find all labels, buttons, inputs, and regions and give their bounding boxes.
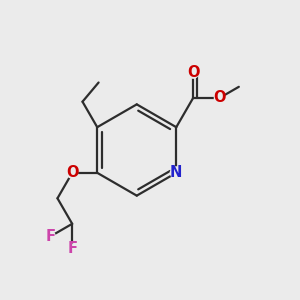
- Text: O: O: [187, 65, 200, 80]
- Text: F: F: [46, 229, 56, 244]
- Circle shape: [68, 244, 77, 254]
- Text: O: O: [214, 90, 226, 105]
- Circle shape: [188, 68, 199, 78]
- Text: N: N: [170, 165, 182, 180]
- Text: O: O: [66, 165, 78, 180]
- Circle shape: [67, 167, 77, 178]
- Circle shape: [46, 232, 55, 241]
- Circle shape: [170, 167, 182, 179]
- Text: F: F: [67, 241, 77, 256]
- Circle shape: [214, 93, 225, 103]
